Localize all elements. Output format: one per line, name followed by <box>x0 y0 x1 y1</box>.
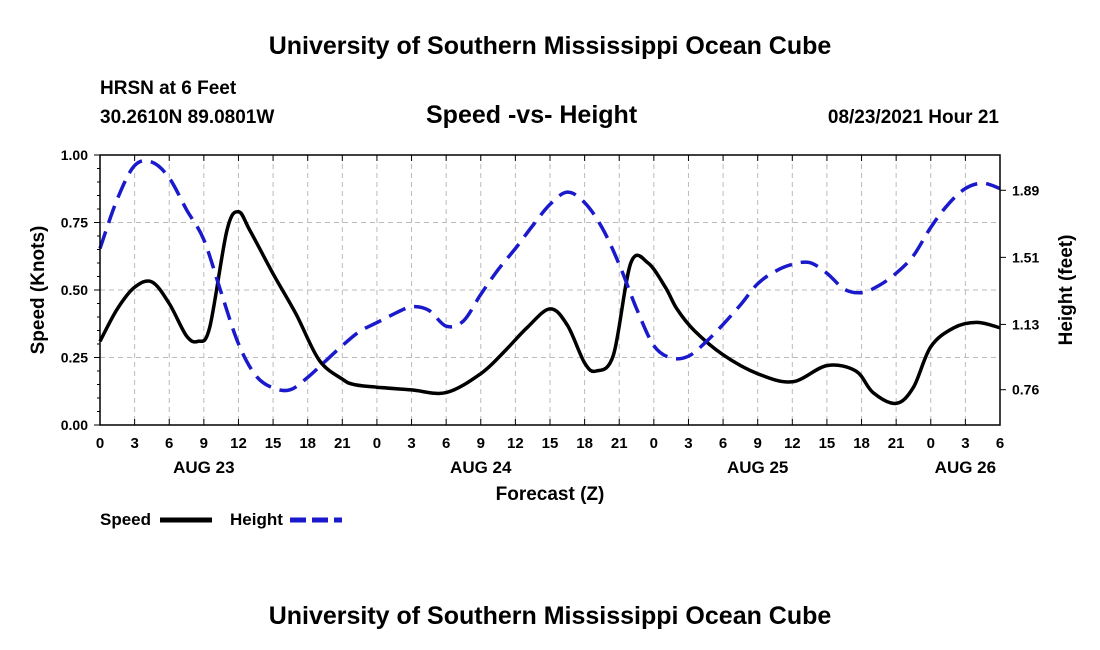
x-tick-label: 18 <box>576 435 593 452</box>
grid-lines <box>100 155 1000 425</box>
y2-axis-label: Height (feet) <box>1056 235 1077 346</box>
x-tick-label: 3 <box>961 435 969 452</box>
x-tick-label: 6 <box>442 435 450 452</box>
x-tick-label: 15 <box>819 435 836 452</box>
x-tick-label: 0 <box>927 435 935 452</box>
x-tick-label: 18 <box>299 435 316 452</box>
chart-title: Speed -vs- Height <box>426 101 638 129</box>
x-tick-label: 15 <box>542 435 559 452</box>
x-tick-label: 0 <box>96 435 104 452</box>
page-title-bottom: University of Southern Mississippi Ocean… <box>268 602 832 630</box>
series-line-speed <box>98 209 1001 406</box>
y2-tick-label: 1.89 <box>1012 182 1039 198</box>
page-title-top: University of Southern Mississippi Ocean… <box>268 32 832 60</box>
x-tick-label: 15 <box>265 435 282 452</box>
x-axis-label: Forecast (Z) <box>496 484 605 505</box>
x-tick-label: 6 <box>165 435 173 452</box>
forecast-datetime: 08/23/2021 Hour 21 <box>827 107 999 128</box>
x-tick-label: 21 <box>334 435 351 452</box>
x-tick-label: 6 <box>996 435 1004 452</box>
y-tick-label: 0.00 <box>61 417 88 433</box>
date-label: AUG 25 <box>727 458 788 477</box>
date-label: AUG 26 <box>935 458 996 477</box>
x-tick-label: 12 <box>507 435 524 452</box>
x-tick-label: 3 <box>407 435 415 452</box>
x-tick-label: 9 <box>754 435 762 452</box>
series-line-height <box>98 158 1001 393</box>
legend-height-label: Height <box>230 510 283 529</box>
x-tick-label: 21 <box>611 435 628 452</box>
y2-tick-label: 1.51 <box>1012 249 1039 265</box>
x-tick-label: 9 <box>477 435 485 452</box>
station-name: HRSN at 6 Feet <box>100 78 237 99</box>
x-tick-label: 0 <box>650 435 658 452</box>
x-tick-label: 18 <box>853 435 870 452</box>
x-tick-label: 0 <box>373 435 381 452</box>
y-tick-label: 0.50 <box>61 282 88 298</box>
y-tick-label: 1.00 <box>61 147 88 163</box>
axes: 0 3 6 9 12 15 18 21 0 3 6 9 12 15 18 21 0 3 6 9 12 15 18 21 0 3 6 0… <box>61 147 1040 477</box>
x-tick-label: 21 <box>888 435 905 452</box>
y2-tick-label: 0.76 <box>1012 382 1039 398</box>
y-tick-label: 0.75 <box>61 215 88 231</box>
date-label: AUG 24 <box>450 458 512 477</box>
x-tick-label: 3 <box>684 435 692 452</box>
x-tick-label: 3 <box>130 435 138 452</box>
legend-speed-label: Speed <box>100 510 151 529</box>
y-tick-label: 0.25 <box>61 350 88 366</box>
date-label: AUG 23 <box>173 458 234 477</box>
x-tick-label: 6 <box>719 435 727 452</box>
series-lines <box>98 158 1001 406</box>
x-tick-label: 12 <box>784 435 801 452</box>
y2-tick-label: 1.13 <box>1012 316 1039 332</box>
x-tick-label: 9 <box>200 435 208 452</box>
station-coordinates: 30.2610N 89.0801W <box>100 107 275 128</box>
x-tick-label: 12 <box>230 435 247 452</box>
y-axis-label: Speed (Knots) <box>28 226 49 355</box>
